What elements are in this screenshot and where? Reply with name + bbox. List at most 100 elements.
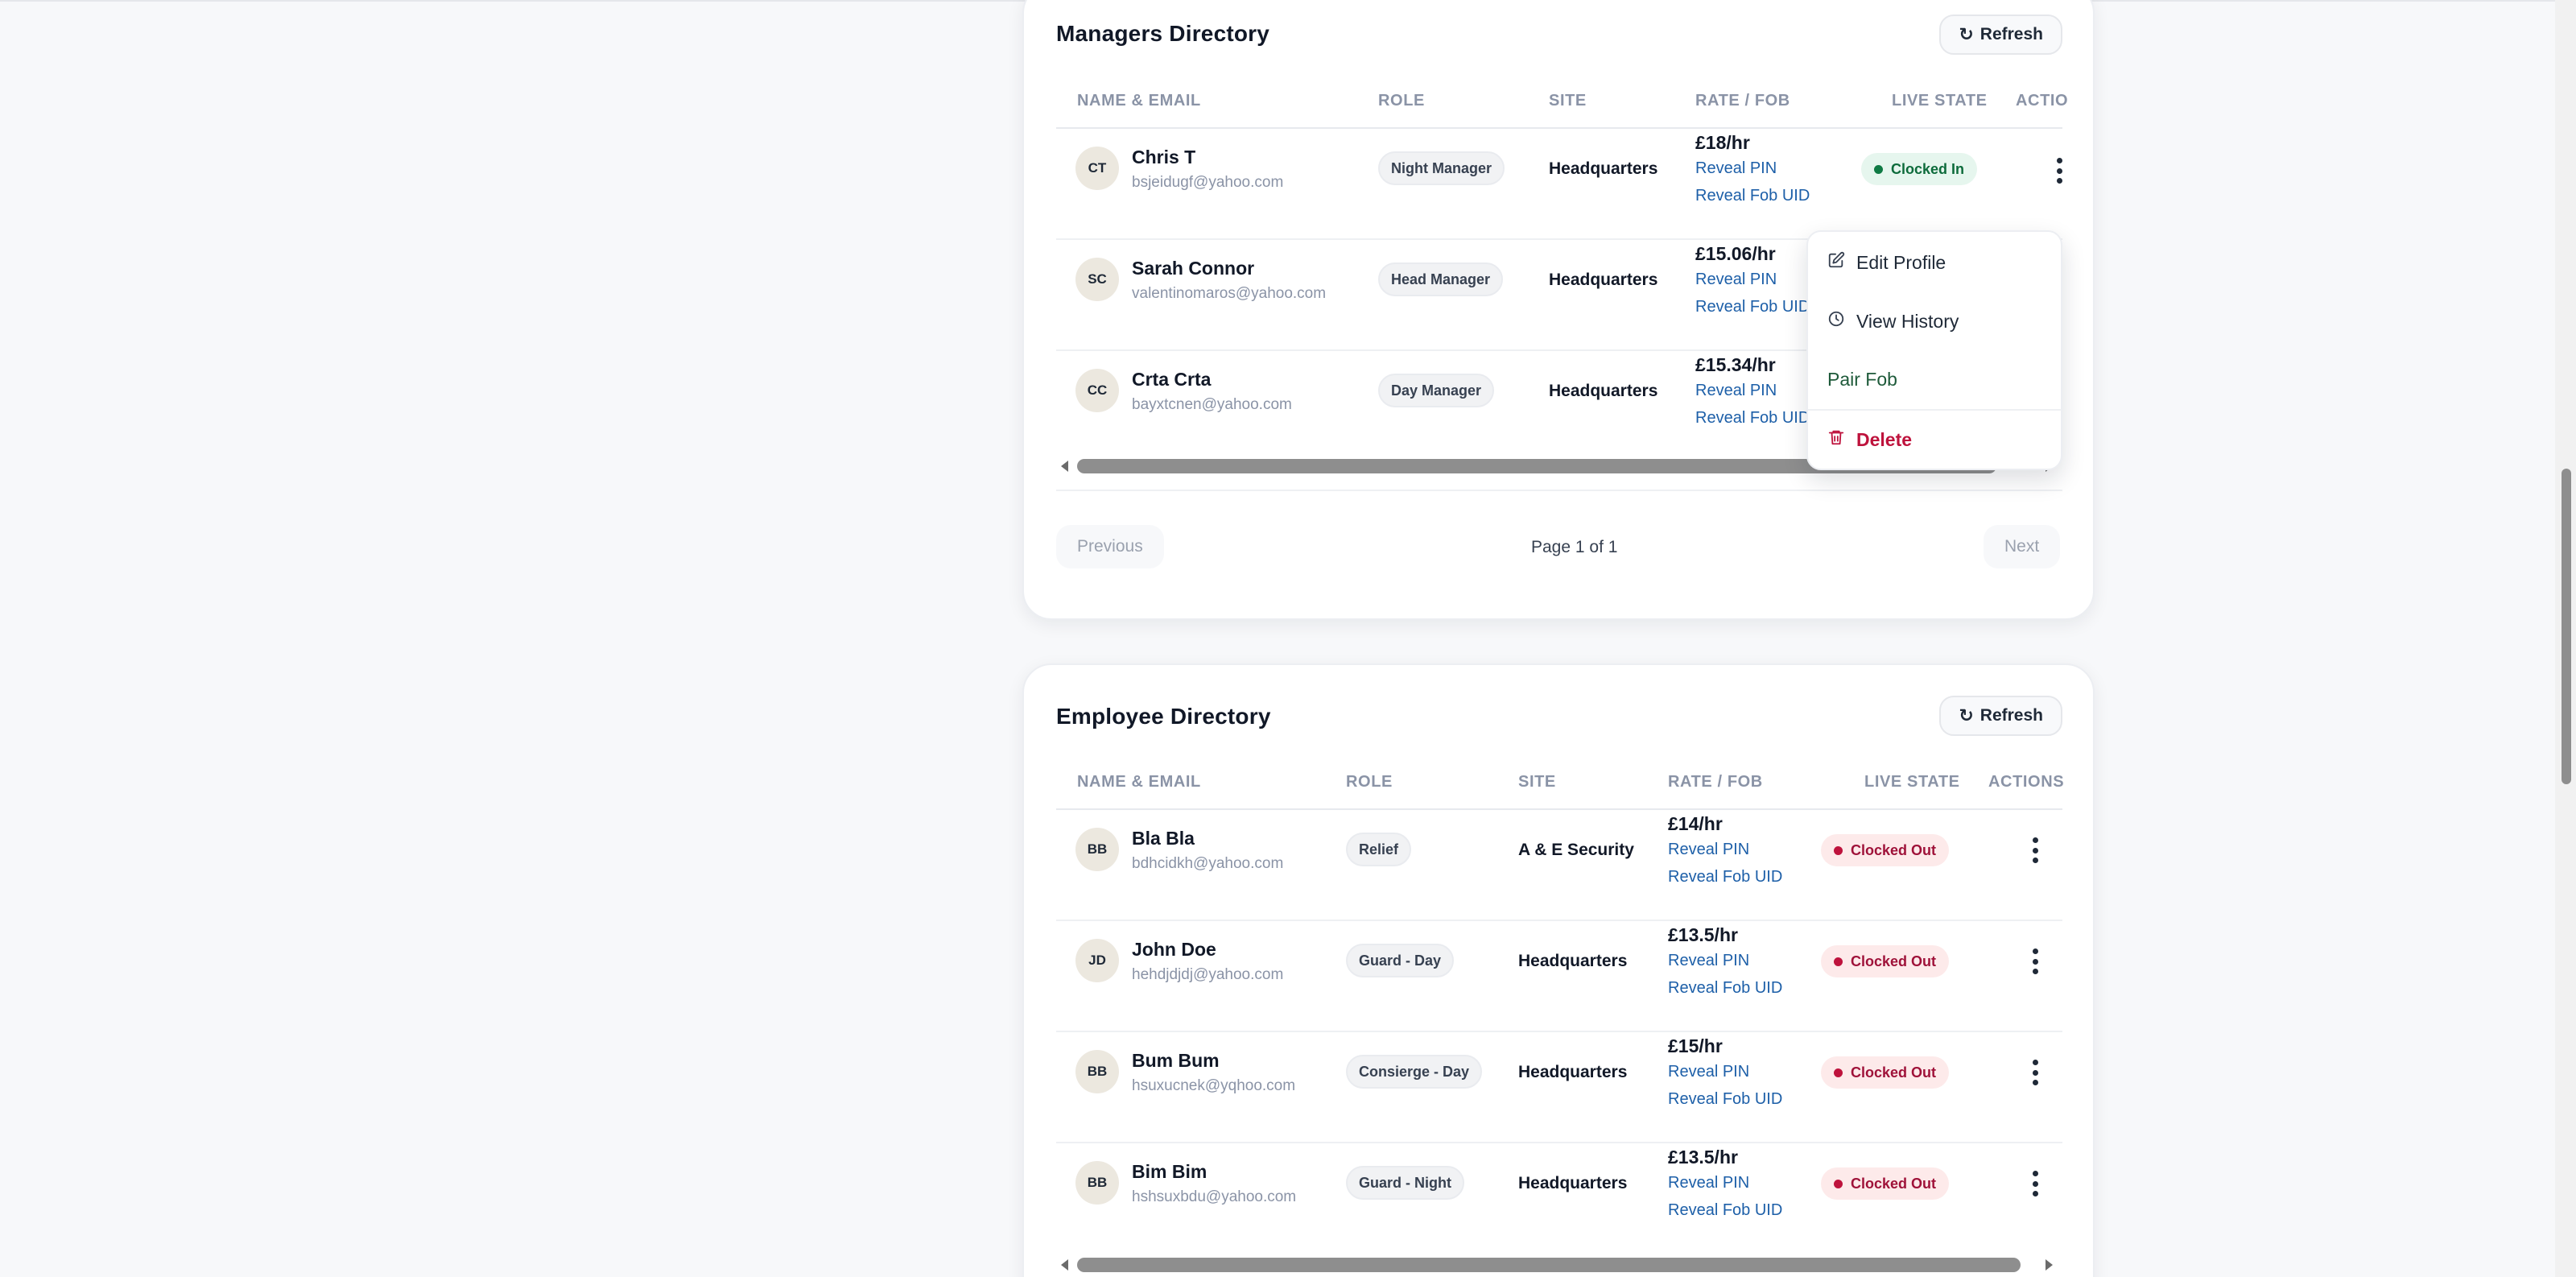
col-head-state: LIVE STATE [1864, 773, 1960, 791]
row-actions-button[interactable] [2027, 1167, 2043, 1200]
edit-icon [1827, 251, 1845, 274]
status-label: Clocked Out [1851, 841, 1937, 858]
status-badge: Clocked Out [1821, 1056, 1950, 1089]
avatar: CT [1075, 147, 1119, 190]
hourly-rate: £15.06/hr [1695, 243, 1776, 264]
menu-label: Pair Fob [1827, 369, 1897, 390]
clock-icon [1827, 310, 1845, 333]
row-actions-button[interactable] [2027, 1056, 2043, 1089]
reveal-fob-link[interactable]: Reveal Fob UID [1668, 1090, 1783, 1108]
row-divider [1056, 920, 2062, 921]
employees-title: Employee Directory [1056, 704, 1271, 729]
status-badge: Clocked Out [1821, 834, 1950, 866]
person-name: Chris T [1132, 147, 1196, 167]
scroll-left-icon[interactable] [1061, 1259, 1068, 1271]
reveal-fob-link[interactable]: Reveal Fob UID [1668, 868, 1783, 886]
menu-label: View History [1856, 310, 1959, 332]
site-name: Headquarters [1549, 271, 1658, 289]
reveal-pin-link[interactable]: Reveal PIN [1668, 1174, 1750, 1192]
site-name: Headquarters [1549, 159, 1658, 178]
scroll-left-icon[interactable] [1061, 461, 1068, 472]
row-actions-menu: Edit Profile View History Pair Fob Delet… [1806, 230, 2062, 470]
role-badge: Guard - Day [1346, 944, 1455, 977]
person-email: hshsuxbdu@yahoo.com [1132, 1188, 1297, 1205]
refresh-label: Refresh [1979, 706, 2043, 725]
reveal-pin-link[interactable]: Reveal PIN [1695, 382, 1777, 399]
col-head-rate: RATE / FOB [1695, 92, 1790, 110]
person-name: Bla Bla [1132, 828, 1195, 849]
hourly-rate: £18/hr [1695, 132, 1750, 153]
hourly-rate: £15/hr [1668, 1035, 1723, 1056]
reveal-fob-link[interactable]: Reveal Fob UID [1695, 298, 1810, 316]
col-head-actions: ACTIO [2016, 92, 2069, 110]
status-label: Clocked In [1891, 160, 1965, 177]
menu-item-pair-fob[interactable]: Pair Fob [1827, 369, 1897, 391]
reveal-pin-link[interactable]: Reveal PIN [1668, 1063, 1750, 1081]
menu-item-delete[interactable]: Delete [1827, 428, 1912, 451]
site-name: A & E Security [1518, 841, 1634, 859]
role-badge: Night Manager [1378, 151, 1505, 185]
person-email: valentinomaros@yahoo.com [1132, 285, 1327, 302]
previous-page-button[interactable]: Previous [1056, 525, 1164, 568]
row-divider [1056, 238, 2062, 240]
status-badge: Clocked Out [1821, 1167, 1950, 1200]
role-badge: Guard - Night [1346, 1166, 1464, 1200]
avatar: CC [1075, 369, 1119, 412]
person-name: Bim Bim [1132, 1161, 1208, 1182]
menu-label: Edit Profile [1856, 251, 1946, 273]
site-name: Headquarters [1518, 952, 1628, 970]
col-head-site: SITE [1549, 92, 1587, 110]
row-actions-button[interactable] [2051, 155, 2067, 187]
menu-label: Delete [1856, 428, 1913, 450]
person-name: Bum Bum [1132, 1050, 1220, 1071]
header-divider [1056, 127, 2062, 129]
menu-item-view-history[interactable]: View History [1827, 310, 1959, 333]
site-name: Headquarters [1518, 1174, 1628, 1192]
role-badge: Relief [1346, 833, 1412, 866]
site-name: Headquarters [1549, 382, 1658, 400]
avatar: BB [1075, 828, 1119, 871]
reveal-pin-link[interactable]: Reveal PIN [1668, 841, 1750, 858]
employees-refresh-button[interactable]: ↻ Refresh [1939, 696, 2062, 736]
reveal-pin-link[interactable]: Reveal PIN [1695, 159, 1777, 177]
next-page-button[interactable]: Next [1984, 525, 2061, 568]
row-actions-button[interactable] [2027, 945, 2043, 977]
person-name: Crta Crta [1132, 369, 1212, 390]
person-email: bayxtcnen@yahoo.com [1132, 396, 1292, 413]
status-label: Clocked Out [1851, 953, 1937, 969]
status-dot [1834, 1068, 1843, 1077]
role-badge: Head Manager [1378, 262, 1504, 296]
col-head-rate: RATE / FOB [1668, 773, 1763, 791]
scroll-right-icon[interactable] [2046, 1259, 2053, 1271]
row-divider [1056, 1142, 2062, 1143]
reveal-pin-link[interactable]: Reveal PIN [1668, 952, 1750, 969]
reveal-fob-link[interactable]: Reveal Fob UID [1668, 979, 1783, 997]
person-email: hehdjdjdj@yahoo.com [1132, 966, 1284, 983]
role-badge: Consierge - Day [1346, 1055, 1483, 1089]
status-label: Clocked Out [1851, 1175, 1937, 1192]
status-label: Clocked Out [1851, 1064, 1937, 1081]
hourly-rate: £13.5/hr [1668, 1147, 1738, 1167]
refresh-icon: ↻ [1959, 705, 1974, 725]
page-scrollbar-thumb[interactable] [2562, 469, 2571, 784]
scrollbar-thumb[interactable] [1077, 459, 1996, 473]
person-name: John Doe [1132, 939, 1216, 960]
header-divider [1056, 808, 2062, 810]
reveal-pin-link[interactable]: Reveal PIN [1695, 271, 1777, 288]
person-email: bdhcidkh@yahoo.com [1132, 855, 1284, 872]
col-head-role: ROLE [1378, 92, 1425, 110]
hourly-rate: £15.34/hr [1695, 354, 1776, 375]
scrollbar-thumb[interactable] [1077, 1258, 2021, 1272]
reveal-fob-link[interactable]: Reveal Fob UID [1668, 1201, 1783, 1219]
page-vertical-scrollbar[interactable] [2555, 0, 2576, 1277]
menu-divider [1808, 409, 2061, 411]
reveal-fob-link[interactable]: Reveal Fob UID [1695, 409, 1810, 427]
menu-item-edit-profile[interactable]: Edit Profile [1827, 251, 1946, 274]
reveal-fob-link[interactable]: Reveal Fob UID [1695, 187, 1810, 205]
person-name: Sarah Connor [1132, 258, 1255, 279]
status-badge: Clocked Out [1821, 945, 1950, 977]
row-actions-button[interactable] [2027, 834, 2043, 866]
horizontal-scrollbar[interactable] [1056, 1254, 2058, 1275]
managers-refresh-button[interactable]: ↻ Refresh [1939, 14, 2062, 55]
col-head-actions: ACTIONS [1988, 773, 2065, 791]
